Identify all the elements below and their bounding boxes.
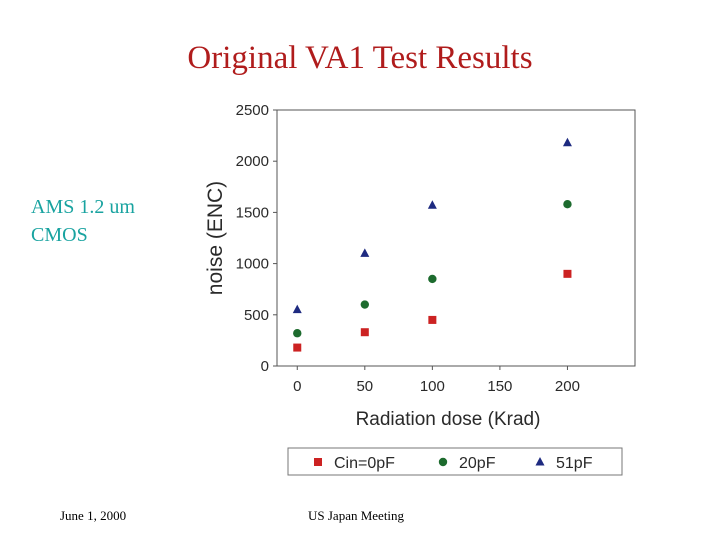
legend-label: Cin=0pF bbox=[334, 455, 395, 472]
point-cin-0pf bbox=[360, 328, 369, 337]
process-label-line1: AMS 1.2 um bbox=[31, 196, 135, 218]
point-51pf bbox=[360, 248, 370, 257]
point-20pf bbox=[360, 300, 370, 309]
x-axis-label: Radiation dose (Krad) bbox=[356, 409, 541, 430]
point-cin-0pf bbox=[293, 343, 302, 352]
point-20pf bbox=[563, 200, 572, 209]
y-tick-label: 2500 bbox=[236, 102, 269, 119]
y-axis-label: noise (ENC) bbox=[204, 181, 227, 295]
x-tick-label: 50 bbox=[356, 378, 373, 395]
footer-date: June 1, 2000 bbox=[60, 508, 127, 523]
y-tick-label: 1500 bbox=[236, 204, 269, 221]
y-tick-label: 2000 bbox=[236, 153, 269, 170]
plot-frame bbox=[276, 109, 636, 367]
legend-marker bbox=[438, 457, 448, 467]
point-cin-0pf bbox=[428, 315, 437, 324]
process-label-line2: CMOS bbox=[31, 224, 88, 246]
slide-title: Original VA1 Test Results bbox=[187, 40, 533, 76]
legend-label: 20pF bbox=[459, 455, 496, 472]
y-tick-label: 1000 bbox=[236, 256, 269, 273]
point-51pf bbox=[427, 200, 437, 209]
point-51pf bbox=[562, 137, 572, 147]
x-tick-label: 100 bbox=[420, 378, 445, 395]
legend-box bbox=[287, 447, 623, 476]
legend-marker bbox=[535, 457, 545, 466]
x-tick-label: 200 bbox=[555, 378, 580, 395]
x-tick-label: 150 bbox=[487, 378, 512, 395]
point-51pf bbox=[292, 304, 302, 314]
point-20pf bbox=[293, 329, 302, 338]
y-tick-label: 500 bbox=[244, 307, 269, 324]
legend-label: 51pF bbox=[556, 455, 593, 472]
y-tick-label: 0 bbox=[261, 358, 269, 375]
process-label: AMS 1.2 um CMOS bbox=[31, 193, 135, 249]
noise-scatter-chart: 0 500 1000 1500 2000 2500 0 50 100 150 200 noise … bbox=[204, 102, 636, 476]
legend-marker bbox=[314, 458, 322, 466]
point-cin-0pf bbox=[563, 269, 572, 278]
point-20pf bbox=[428, 274, 437, 284]
x-tick-label: 0 bbox=[293, 378, 301, 395]
footer-event: US Japan Meeting bbox=[308, 508, 405, 523]
